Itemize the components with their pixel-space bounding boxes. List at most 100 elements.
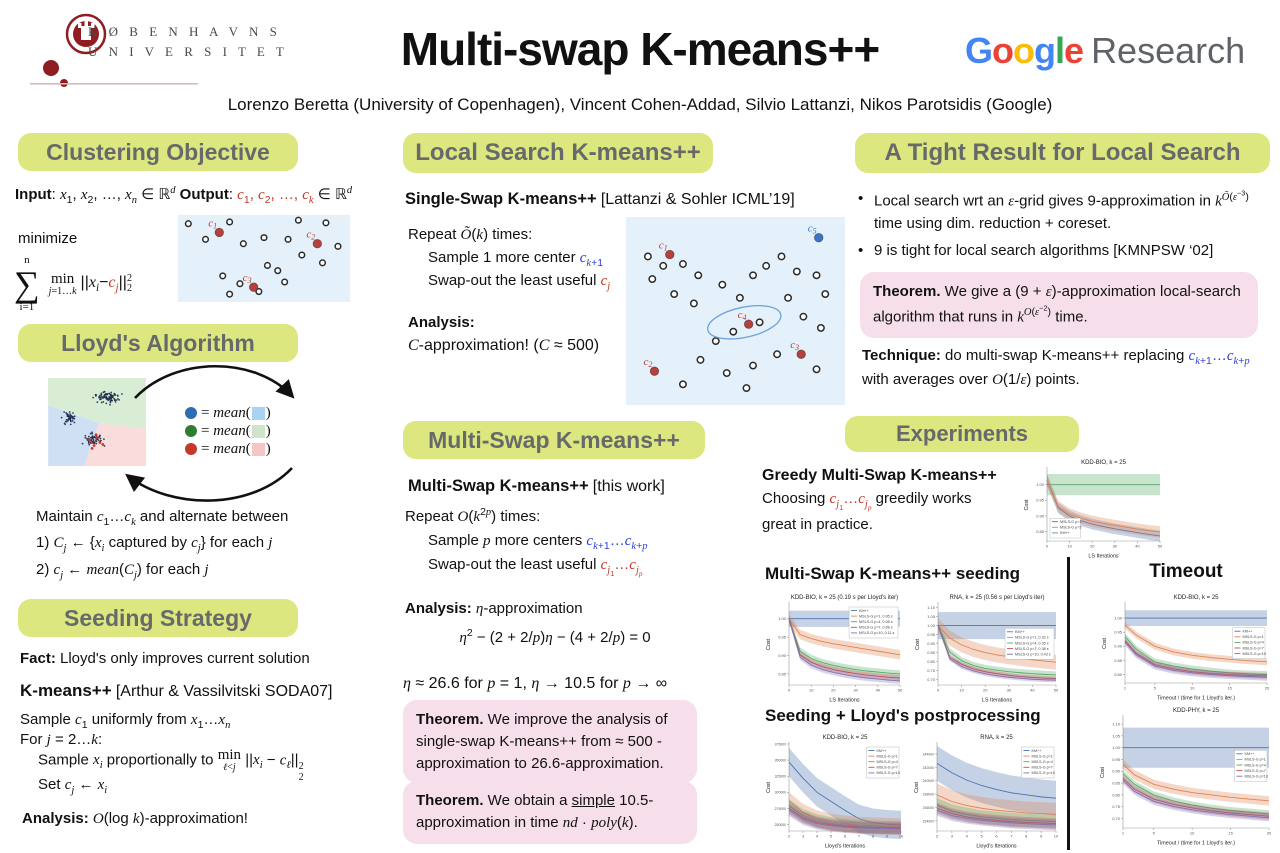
svg-text:10: 10 [1190, 831, 1195, 836]
svg-text:30: 30 [1113, 544, 1118, 549]
kmeanspp-heading: K-means++ [Arthur & Vassilvitski SODA07] [20, 681, 333, 700]
svg-text:6: 6 [844, 834, 847, 839]
multi-swap-line1: Sample p more centers ck+1…ck+p [428, 532, 648, 552]
svg-text:3: 3 [802, 834, 805, 839]
svg-text:1.05: 1.05 [1112, 733, 1121, 738]
svg-text:MSLS-G p=1: MSLS-G p=1 [876, 754, 897, 758]
research-wordmark: Research [1091, 30, 1246, 71]
kmeanspp-line1: Sample c1 uniformly from x1…xn [20, 711, 231, 731]
single-swap-analysis-label: Analysis: [408, 314, 475, 331]
svg-text:c4: c4 [738, 309, 747, 322]
lloyd-maintain: Maintain c1…ck and alternate between [36, 508, 289, 528]
svg-text:0.80: 0.80 [1112, 792, 1121, 797]
svg-text:MSLS-G p=1: MSLS-G p=1 [1060, 520, 1081, 524]
svg-text:30: 30 [1007, 688, 1012, 693]
svg-text:Cost: Cost [914, 781, 920, 793]
svg-text:20: 20 [831, 688, 836, 693]
svg-text:MSLS-G p=10, 0.43 s: MSLS-G p=10, 0.43 s [1015, 653, 1051, 657]
svg-text:RNA, k = 25 (0.56 s per Lloyd': RNA, k = 25 (0.56 s per Lloyd's iter) [949, 595, 1044, 601]
svg-text:50: 50 [1054, 688, 1059, 693]
section-seeding-strategy: Seeding Strategy [18, 599, 298, 637]
svg-text:15: 15 [1228, 831, 1233, 836]
svg-text:3: 3 [951, 834, 954, 839]
google-research-logo: Google Research [965, 30, 1245, 72]
svg-text:0.75: 0.75 [1112, 804, 1121, 809]
single-swap-analysis: C-approximation! (C ≈ 500) [408, 337, 600, 354]
multi-swap-equation: η2 − (2 + 2/p)η − (4 + 2/p) = 0 [459, 627, 651, 646]
svg-text:MSLS-G p=4: MSLS-G p=4 [1242, 641, 1263, 645]
svg-text:50: 50 [1158, 544, 1163, 549]
lloyd-cycle-arrows [125, 364, 295, 502]
svg-text:KM++: KM++ [1031, 749, 1041, 753]
svg-text:MSLS-G p=1: MSLS-G p=1 [1242, 635, 1263, 639]
svg-text:1: 1 [1122, 831, 1125, 836]
svg-text:Timeout / (time for 1 Lloyd's: Timeout / (time for 1 Lloyd's iter.) [1157, 696, 1235, 702]
svg-text:0.95: 0.95 [1114, 630, 1123, 635]
tight-bullet-2: • 9 is tight for local search algorithms… [858, 240, 1268, 261]
svg-text:0: 0 [788, 688, 791, 693]
multi-swap-repeat: Repeat O(k2p) times: [405, 506, 541, 525]
chart-seeding-kddbio: 0 10 20 30 40 50 0.85 0.90 0.95 1.00 KDD-BIO, k = … [764, 592, 905, 704]
svg-text:10: 10 [1054, 834, 1059, 839]
theorem-analysis-improvement: Theorem. We improve the analysis of sing… [403, 700, 697, 784]
svg-text:0.85: 0.85 [778, 671, 787, 676]
svg-text:4: 4 [816, 834, 819, 839]
svg-text:7: 7 [858, 834, 861, 839]
svg-text:KM++: KM++ [1242, 630, 1252, 634]
lloyd-clusters-image [48, 378, 146, 466]
technique-text: Technique: do multi-swap K-means++ repla… [862, 347, 1250, 389]
postproc-section-heading: Seeding + Lloyd's postprocessing [765, 706, 1041, 725]
svg-text:20: 20 [1265, 686, 1270, 691]
svg-text:MSLS-G p=1, 0.32 s: MSLS-G p=1, 0.32 s [1015, 636, 1049, 640]
kmeanspp-line2: For j = 2…k: [20, 731, 103, 748]
svg-text:MSLS-G p=1, 0.05 s: MSLS-G p=1, 0.05 s [859, 614, 893, 618]
svg-text:350000: 350000 [775, 759, 786, 763]
university-name: K Ø B E N H A V N S U N I V E R S I T E … [88, 24, 288, 59]
svg-text:0.85: 0.85 [927, 650, 936, 655]
svg-text:MSLS-G p=10: MSLS-G p=10 [1244, 775, 1267, 779]
chart-greedy-kddbio: 0 10 20 30 40 50 0.85 0.90 0.95 1.00 KDD-BIO, k = … [1022, 457, 1165, 560]
svg-text:250000: 250000 [775, 823, 786, 827]
svg-text:240000: 240000 [923, 779, 934, 783]
svg-text:MSLS-G p=10, 0.11 s: MSLS-G p=10, 0.11 s [859, 631, 894, 635]
svg-text:0.80: 0.80 [1114, 672, 1123, 677]
theorem-simple-approx: Theorem. We obtain a simple 10.5-approxi… [403, 781, 697, 844]
single-swap-line2: Swap-out the least useful cj [428, 272, 611, 292]
svg-text:MSLS-G p=4: MSLS-G p=4 [1031, 760, 1052, 764]
svg-text:MSLS-G p=7, 0.08 s: MSLS-G p=7, 0.08 s [859, 626, 893, 630]
clustering-io: Input: x1, x2, …, xn ∈ ℝd Output: c1, c2… [15, 185, 353, 206]
svg-text:Cost: Cost [915, 638, 921, 650]
svg-text:10: 10 [1067, 544, 1072, 549]
chart-seeding-rna: 0 10 20 30 40 50 0.70 0.75 0.80 0.85 0.90 0.95 1.00 1… [913, 592, 1061, 704]
svg-text:40: 40 [1135, 544, 1140, 549]
lloyd-step1: 1) Cj ← {xi captured by cj} for each j [36, 534, 273, 554]
svg-text:MSLS-G p=7: MSLS-G p=7 [1031, 766, 1052, 770]
svg-text:0.70: 0.70 [1112, 816, 1121, 821]
minimize-label: minimize [18, 230, 78, 247]
svg-text:1.05: 1.05 [927, 614, 936, 619]
greedy-line2: great in practice. [762, 516, 873, 533]
svg-text:275000: 275000 [775, 807, 786, 811]
section-local-search: Local Search K-means++ [403, 133, 713, 173]
poster-title: Multi-swap K-means++ [400, 23, 880, 75]
svg-text:50: 50 [898, 688, 903, 693]
timeout-section-heading: Timeout [1149, 561, 1223, 582]
svg-text:Cost: Cost [1102, 637, 1108, 649]
svg-text:2: 2 [788, 834, 791, 839]
svg-text:9: 9 [1040, 834, 1043, 839]
lloyd-step2: 2) cj ← mean(Cj) for each j [36, 561, 209, 581]
svg-text:MSLS-G p=4: MSLS-G p=4 [1244, 763, 1265, 767]
svg-text:KM++: KM++ [1244, 752, 1254, 756]
multi-swap-line2: Swap-out the least useful cj1…cjp [428, 556, 643, 579]
svg-text:15: 15 [1227, 686, 1232, 691]
greedy-line1: Choosing cj1…cjp greedily works [762, 490, 972, 513]
svg-text:MSLS-G p=4: MSLS-G p=4 [876, 760, 897, 764]
svg-text:300000: 300000 [775, 791, 786, 795]
svg-text:5: 5 [1154, 686, 1157, 691]
svg-text:242000: 242000 [923, 766, 934, 770]
svg-text:MSLS-G p=10: MSLS-G p=10 [1031, 771, 1054, 775]
svg-text:1.00: 1.00 [927, 623, 936, 628]
svg-text:Cost: Cost [1024, 499, 1030, 511]
svg-text:10: 10 [1190, 686, 1195, 691]
svg-text:MSLS-G p=1: MSLS-G p=1 [1244, 758, 1265, 762]
